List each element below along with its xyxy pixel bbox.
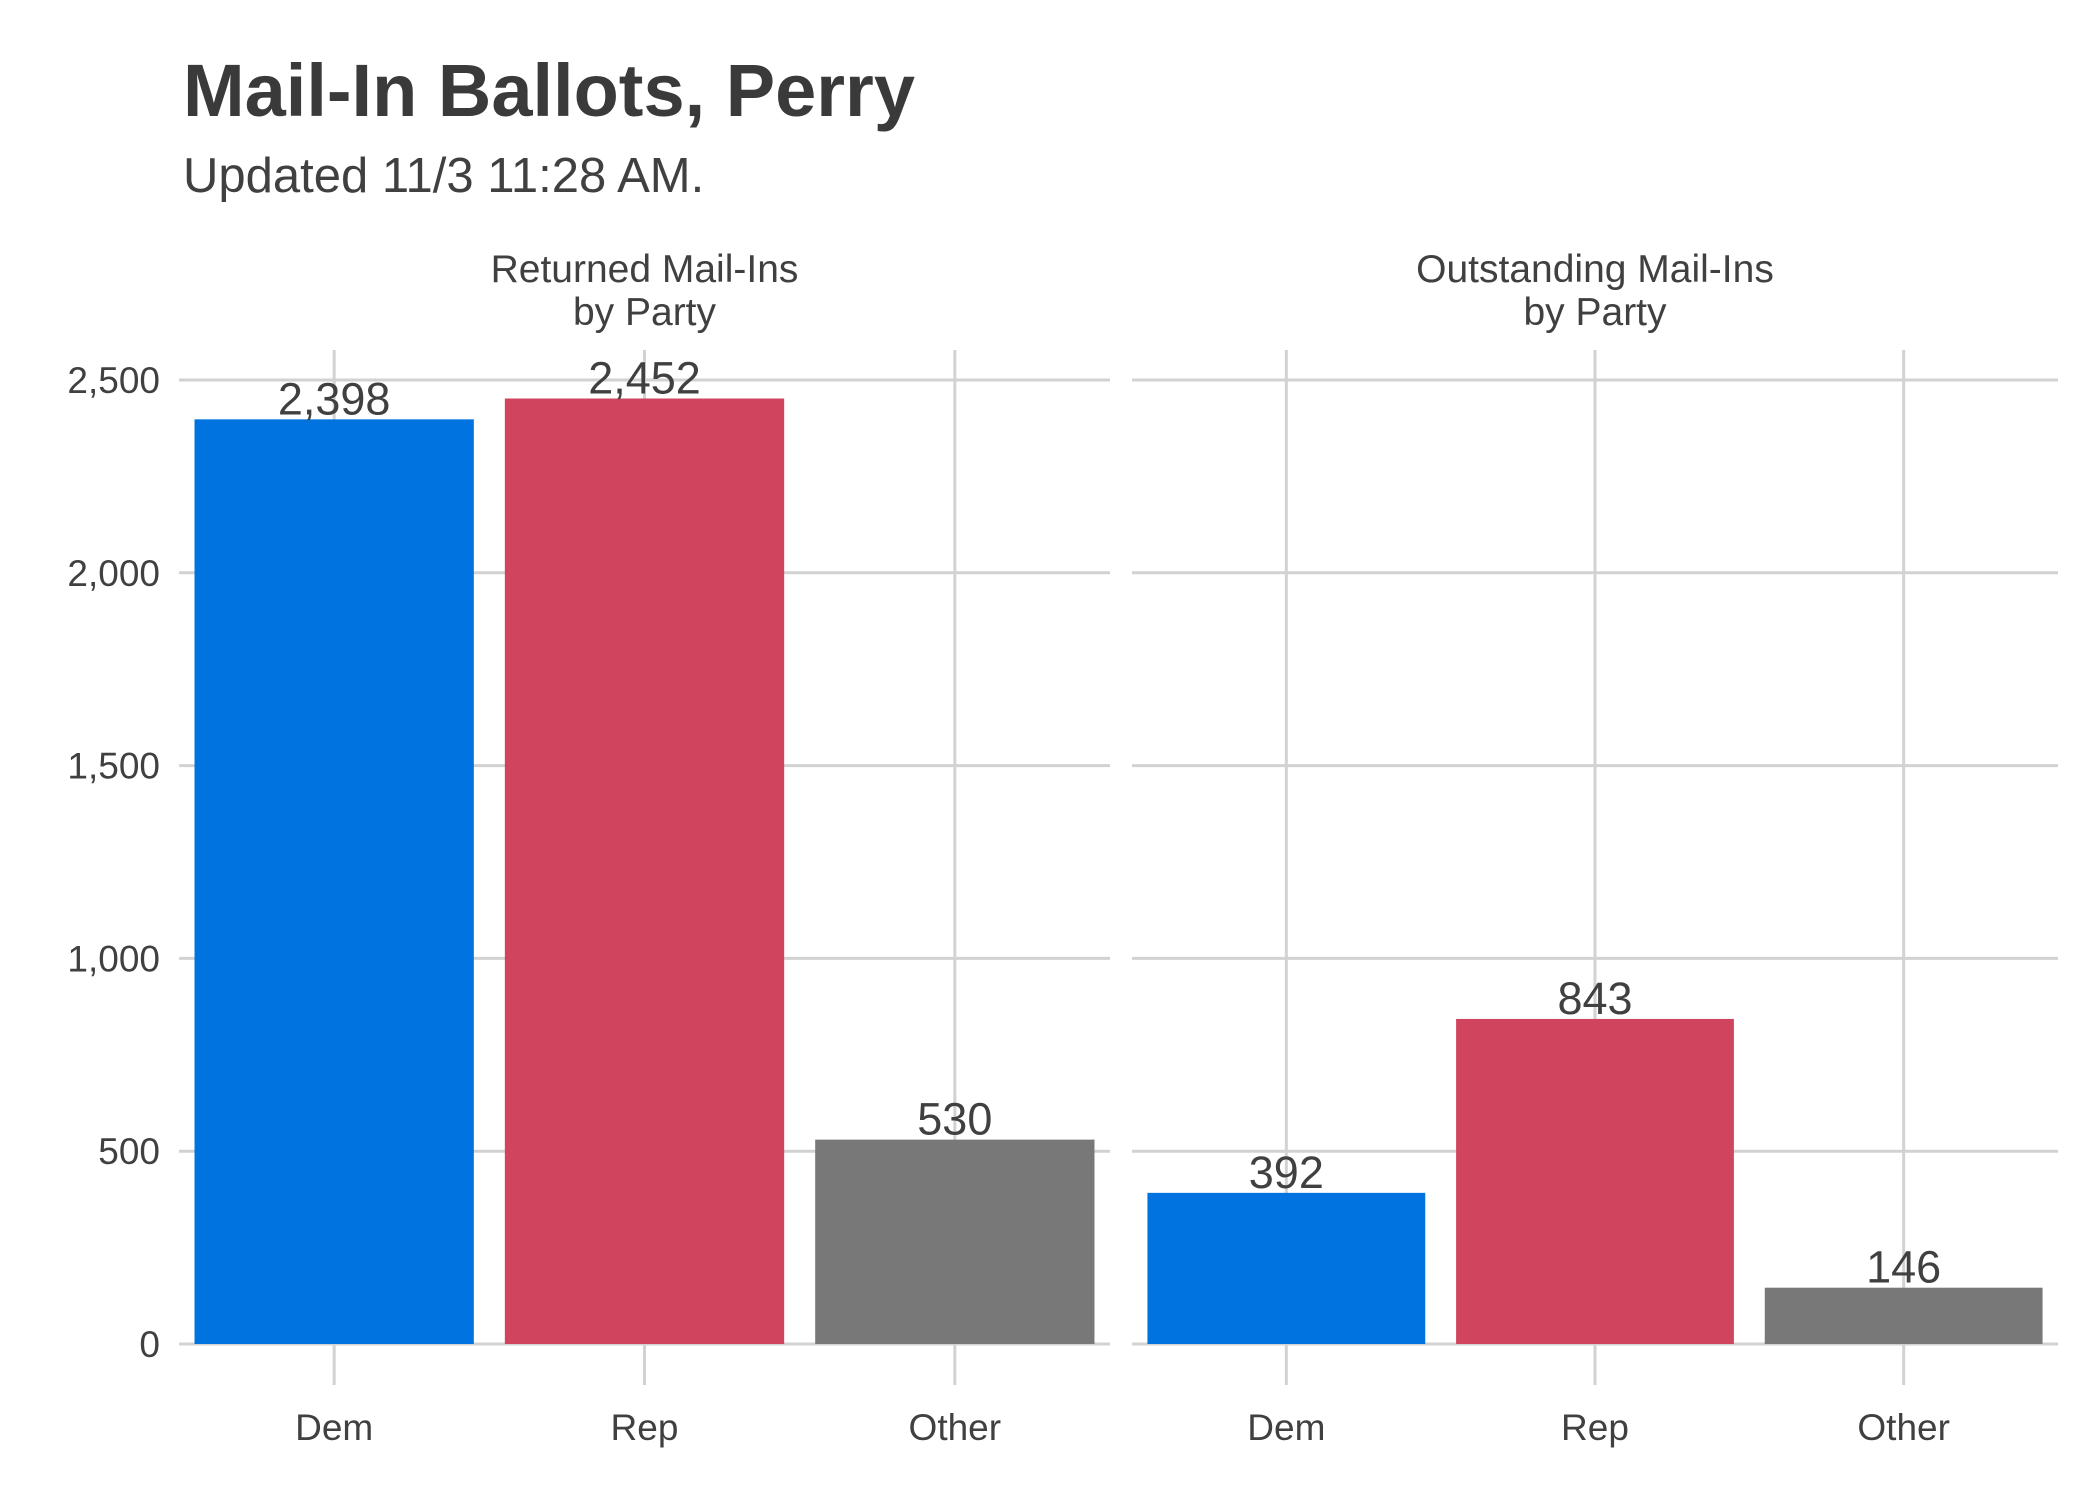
data-label: 530	[917, 1094, 992, 1145]
chart-subtitle: Updated 11/3 11:28 AM.	[183, 149, 705, 203]
bar	[1456, 1018, 1734, 1344]
x-tick-label: Rep	[611, 1407, 679, 1448]
x-tick-label: Rep	[1561, 1407, 1629, 1448]
bar	[1764, 1287, 2043, 1344]
x-tick-label: Dem	[295, 1407, 373, 1448]
x-tick-label: Other	[909, 1407, 1002, 1448]
bar	[504, 398, 785, 1344]
y-tick-label: 0	[139, 1324, 160, 1365]
data-label: 392	[1249, 1147, 1324, 1198]
bar	[194, 419, 474, 1345]
y-tick-label: 2,000	[67, 553, 160, 594]
data-label: 2,398	[278, 373, 391, 424]
x-tick-label: Dem	[1247, 1407, 1325, 1448]
panel-title: by Party	[1523, 291, 1667, 334]
bar	[815, 1139, 1095, 1344]
bar	[1147, 1192, 1426, 1344]
panel-title: by Party	[573, 291, 717, 334]
data-label: 2,452	[588, 353, 701, 404]
x-tick-label: Other	[1857, 1407, 1950, 1448]
panel-title: Returned Mail-Ins	[491, 248, 799, 291]
data-label: 843	[1557, 973, 1632, 1024]
y-tick-label: 2,500	[67, 360, 160, 401]
y-tick-label: 1,500	[67, 746, 160, 787]
chart-title: Mail-In Ballots, Perry	[183, 49, 915, 132]
data-label: 146	[1866, 1242, 1941, 1293]
y-tick-label: 1,000	[67, 938, 160, 979]
y-tick-label: 500	[98, 1131, 160, 1172]
panel-title: Outstanding Mail-Ins	[1416, 248, 1774, 291]
